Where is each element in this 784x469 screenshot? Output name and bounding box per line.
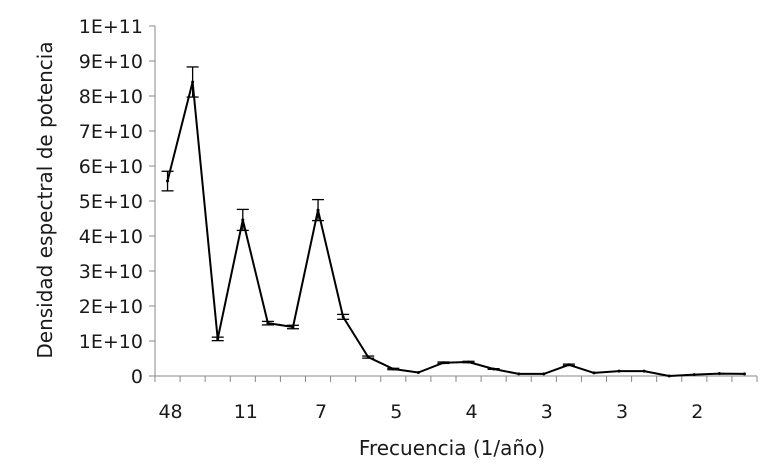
data-point: [191, 80, 195, 84]
x-tick-label: 5: [390, 401, 402, 423]
x-tick-label: 4: [465, 401, 477, 423]
data-point: [291, 325, 295, 329]
data-point: [542, 372, 546, 376]
data-point: [692, 373, 696, 377]
x-tick-label: 3: [616, 401, 628, 423]
y-axis-ticks: 0 1E+10 2E+10 3E+10 4E+10 5E+10 6E+10 7E+10 8E+1…: [79, 16, 156, 388]
y-tick-label: 0: [131, 366, 143, 388]
data-point: [467, 360, 471, 364]
data-point: [567, 363, 571, 367]
data-point: [642, 369, 646, 373]
data-point: [617, 369, 621, 373]
x-tick-label: 11: [234, 401, 258, 423]
y-tick-label: 9E+10: [79, 51, 143, 73]
x-tick-label: 3: [541, 401, 553, 423]
data-marks: [161, 66, 746, 378]
y-tick-label: 8E+10: [79, 86, 143, 108]
data-point: [316, 208, 320, 212]
y-tick-label: 6E+10: [79, 156, 143, 178]
x-tick-label: 48: [158, 401, 182, 423]
y-axis-label: Densidad espectral de potencia: [33, 41, 57, 358]
x-tick-label: 2: [691, 401, 703, 423]
data-point: [341, 315, 345, 319]
y-tick-label: 4E+10: [79, 226, 143, 248]
data-point: [592, 371, 596, 375]
y-tick-label: 2E+10: [79, 296, 143, 318]
data-point: [742, 372, 746, 376]
y-tick-label: 5E+10: [79, 191, 143, 213]
data-point: [166, 179, 170, 183]
data-point: [441, 361, 445, 365]
data-point: [241, 218, 245, 222]
y-tick-label: 7E+10: [79, 121, 143, 143]
x-tick-label: 7: [315, 401, 327, 423]
series-line: [166, 81, 745, 377]
y-tick-label: 3E+10: [79, 261, 143, 283]
y-tick-label: 1E+11: [79, 16, 143, 38]
y-tick-label: 1E+10: [79, 331, 143, 353]
x-axis-ticks: 48 11 7 5 4 3 3 2: [154, 375, 758, 423]
x-axis-label: Frecuencia (1/año): [359, 436, 545, 460]
data-point: [216, 337, 220, 341]
data-point: [717, 372, 721, 376]
data-point: [416, 371, 420, 374]
data-point: [667, 374, 671, 378]
data-point: [366, 355, 370, 359]
data-point: [391, 367, 395, 371]
data-point: [266, 321, 270, 325]
data-point: [492, 367, 496, 371]
data-point: [517, 372, 521, 376]
